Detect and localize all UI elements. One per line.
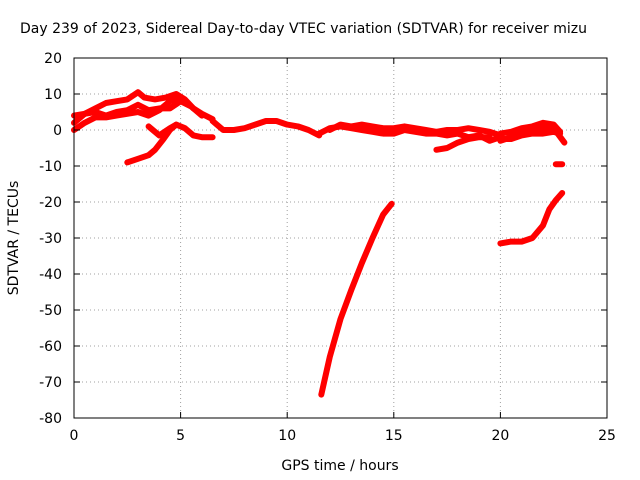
y-tick-label: -40 <box>39 267 62 283</box>
series-line-track-d <box>145 121 216 141</box>
y-tick-label: 20 <box>44 51 62 67</box>
y-tick-label: -50 <box>39 303 62 319</box>
x-tick-labels: 0 5 10 15 20 25 <box>70 428 616 444</box>
series-line-track-i <box>433 134 493 153</box>
series-line-track-o <box>497 190 566 247</box>
y-tick-labels: -80 -70 -60 -50 -40 -30 -20 -10 0 10 20 <box>39 51 62 427</box>
chart-title: Day 239 of 2023, Sidereal Day-to-day VTE… <box>20 21 587 37</box>
series-line-track-h <box>326 121 504 139</box>
x-tick-label: 25 <box>598 428 616 444</box>
series-line-track-e <box>124 121 180 166</box>
series-line-track-f <box>209 118 323 139</box>
y-tick-label: -60 <box>39 339 62 355</box>
y-tick-label: -80 <box>39 411 62 427</box>
series-line-track-j <box>497 119 564 137</box>
x-tick-label: 5 <box>176 428 185 444</box>
series-line-track-l <box>497 128 564 142</box>
series-line-track-n <box>318 200 395 398</box>
y-tick-label: 10 <box>44 87 62 103</box>
series-layer <box>71 89 568 398</box>
y-tick-label: -70 <box>39 375 62 391</box>
y-tick-label: -10 <box>39 159 62 175</box>
x-axis-label: GPS time / hours <box>281 458 398 474</box>
axis-ticks <box>73 57 608 419</box>
series-line-track-c <box>71 94 184 133</box>
x-tick-label: 10 <box>278 428 296 444</box>
series-line-track-b <box>71 98 205 119</box>
y-tick-label: 0 <box>53 123 62 139</box>
x-tick-label: 20 <box>491 428 509 444</box>
y-tick-label: -20 <box>39 195 62 211</box>
x-tick-label: 0 <box>70 428 79 444</box>
y-axis-label: SDTVAR / TECUs <box>6 181 22 296</box>
y-tick-label: -30 <box>39 231 62 247</box>
x-tick-label: 15 <box>385 428 403 444</box>
